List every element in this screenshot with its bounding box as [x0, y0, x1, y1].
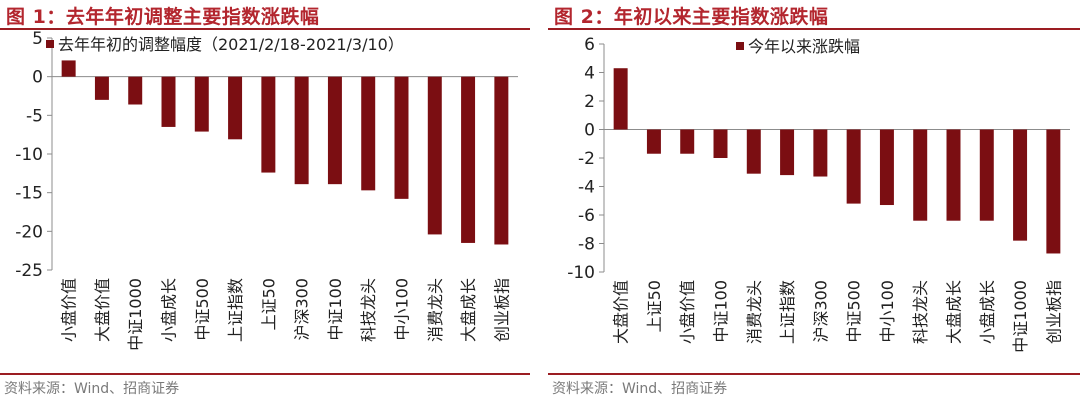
legend-swatch [46, 40, 54, 48]
figure-2-panel: 图 2：年初以来主要指数涨跌幅 6 4 2 0 -2 -4 -6 -8 -10 大盘价值 上证50 小… [548, 0, 1080, 400]
x-tick-label: 中证500 [845, 280, 864, 343]
figure-2-chart: 6 4 2 0 -2 -4 -6 -8 -10 大盘价值 上证50 小盘价值 中证100 消费龙头 上证指数… [567, 35, 1070, 353]
y-tick-label: 0 [584, 121, 595, 141]
y-tick-label: 0 [32, 68, 43, 88]
x-tick-label: 沪深300 [811, 280, 830, 343]
legend-swatch [736, 42, 744, 50]
x-tick-label: 中证1000 [1011, 280, 1030, 353]
y-tick-label: 6 [584, 35, 595, 55]
bar [680, 129, 695, 154]
figure-1-title: 图 1：去年年初调整主要指数涨跌幅 [6, 6, 320, 28]
bar [1046, 129, 1061, 254]
figure-1-chart: 5 0 -5 -10 -15 -20 -25 小盘价值 大盘价值 中证1000 小盘成长 中证500 上… [15, 29, 518, 351]
bar [427, 76, 442, 235]
x-tick-label: 小盘价值 [60, 278, 79, 342]
x-tick-label: 中证500 [193, 278, 212, 341]
bar [846, 129, 861, 204]
x-tick-label: 大盘成长 [945, 280, 964, 344]
y-tick-label: -4 [578, 178, 595, 198]
y-tick-label: -8 [578, 235, 595, 255]
y-tick-label: -20 [15, 222, 43, 242]
bar [813, 129, 828, 177]
bar [613, 68, 628, 130]
bar [646, 129, 661, 154]
y-tick-label: -10 [15, 145, 43, 165]
bar [361, 76, 376, 191]
bar [128, 76, 143, 105]
x-tick-label: 小盘成长 [160, 278, 179, 342]
x-tick-label: 科技龙头 [911, 280, 930, 344]
y-tick-label: 4 [584, 64, 595, 84]
bar [394, 76, 409, 199]
x-tick-label: 上证指数 [778, 280, 797, 344]
bar [780, 129, 795, 176]
figure-1-bottom-rule [0, 373, 530, 375]
y-tick-label: 2 [584, 92, 595, 112]
y-tick-label: -15 [15, 184, 43, 204]
figure-2-source: 资料来源：Wind、招商证券 [552, 381, 728, 397]
bar [979, 129, 994, 221]
bar [946, 129, 961, 221]
bar [228, 76, 243, 140]
x-tick-label: 消费龙头 [426, 278, 445, 342]
bar [194, 76, 209, 132]
bar [879, 129, 894, 206]
figure-2-title: 图 2：年初以来主要指数涨跌幅 [554, 6, 829, 28]
bar [61, 60, 76, 77]
x-tick-label: 沪深300 [293, 278, 312, 341]
y-tick-label: -2 [578, 149, 595, 169]
bar [713, 129, 728, 158]
x-tick-label: 大盘价值 [612, 280, 631, 344]
figure-2-top-rule [548, 28, 1080, 30]
bar [261, 76, 276, 173]
legend-label: 今年以来涨跌幅 [748, 37, 860, 56]
figure-1-panel: 图 1：去年年初调整主要指数涨跌幅 5 0 -5 -10 -15 -20 -25 小盘价值 大盘… [0, 0, 530, 400]
bar [746, 129, 761, 174]
x-tick-label: 大盘价值 [93, 278, 112, 342]
figure-1-source: 资料来源：Wind、招商证券 [4, 381, 180, 397]
y-tick-label: -25 [15, 261, 43, 281]
x-tick-label: 中小100 [878, 280, 897, 343]
bar [913, 129, 928, 221]
x-tick-label: 小盘价值 [678, 280, 697, 344]
y-tick-label: 5 [32, 29, 43, 49]
x-tick-label: 科技龙头 [359, 278, 378, 342]
x-tick-label: 大盘成长 [459, 278, 478, 342]
x-tick-label: 中证100 [712, 280, 731, 343]
bar [161, 76, 176, 127]
y-tick-label: -10 [567, 263, 595, 283]
bar [94, 76, 109, 100]
x-tick-label: 上证50 [645, 280, 664, 332]
y-tick-label: -5 [26, 106, 43, 126]
x-tick-label: 中证100 [326, 278, 345, 341]
x-tick-label: 中小100 [393, 278, 412, 341]
x-tick-label: 消费龙头 [745, 280, 764, 344]
x-tick-label: 小盘成长 [978, 280, 997, 344]
x-tick-label: 创业板指 [1044, 280, 1063, 344]
x-tick-label: 上证指数 [226, 278, 245, 342]
bar [494, 76, 509, 245]
bar [327, 76, 342, 185]
bar [294, 76, 309, 185]
legend-label: 去年年初的调整幅度（2021/2/18-2021/3/10） [58, 35, 404, 54]
y-tick-label: -6 [578, 206, 595, 226]
figure-1-top-rule [0, 28, 530, 30]
x-tick-label: 创业板指 [492, 278, 511, 342]
bar [461, 76, 476, 243]
figure-2-bottom-rule [548, 373, 1080, 375]
x-tick-label: 上证50 [259, 278, 278, 330]
x-tick-label: 中证1000 [126, 278, 145, 351]
bar [1013, 129, 1028, 241]
